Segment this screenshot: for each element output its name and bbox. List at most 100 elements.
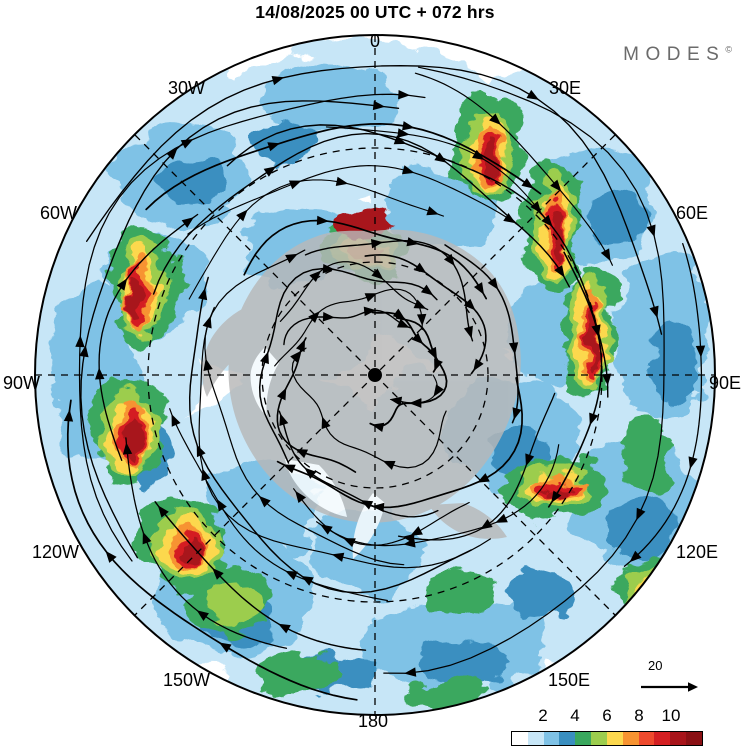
colorbar-swatch-10 xyxy=(670,732,687,745)
streamline-arrowhead xyxy=(392,308,406,320)
streamline-arrowhead xyxy=(410,526,423,536)
streamline-arrowhead xyxy=(295,448,309,459)
streamline-arrowhead xyxy=(521,178,534,189)
streamline xyxy=(371,311,438,373)
streamline-arrowhead xyxy=(157,505,169,518)
streamline-arrowhead xyxy=(487,277,499,290)
streamline-arrowhead xyxy=(203,358,213,371)
colorbar-tick-8: 8 xyxy=(634,706,644,725)
streamline xyxy=(364,254,487,375)
colorbar-swatch-3 xyxy=(559,732,576,745)
streamline-arrowhead xyxy=(236,209,248,222)
streamline-arrowhead xyxy=(171,414,181,427)
streamline-arrowhead xyxy=(495,513,508,523)
streamline-arrowhead xyxy=(489,113,501,125)
streamline-arrowhead xyxy=(401,165,415,175)
streamline xyxy=(169,408,388,602)
streamline xyxy=(80,100,400,559)
streamline-arrowhead xyxy=(202,315,212,329)
streamline-arrowhead xyxy=(288,180,302,190)
streamline-arrowhead xyxy=(463,325,473,339)
lon-label-0: 0 xyxy=(370,31,381,51)
streamline-arrowhead xyxy=(308,311,320,324)
colorbar-swatch-8 xyxy=(638,732,655,745)
streamline-arrowhead xyxy=(646,224,656,238)
streamline-arrowhead xyxy=(420,284,434,296)
streamline-arrowhead xyxy=(363,306,376,317)
streamline-arrowhead xyxy=(403,538,416,548)
streamline-arrowhead xyxy=(279,413,289,426)
streamline-arrowhead xyxy=(295,490,307,504)
streamline xyxy=(125,437,288,649)
lon-label-60W: 60W xyxy=(40,203,78,223)
reference-arrow-icon xyxy=(641,682,698,692)
colorbar-tick-4: 4 xyxy=(570,706,580,725)
modes-logo: MODES© xyxy=(623,44,732,66)
streamline xyxy=(188,276,472,594)
streamline-arrowhead xyxy=(396,318,410,328)
streamline xyxy=(154,501,367,651)
streamline xyxy=(283,309,412,346)
streamline xyxy=(278,410,439,518)
streamline-arrowhead xyxy=(530,201,542,214)
streamline-arrowhead xyxy=(75,335,85,348)
lon-label-120W: 120W xyxy=(32,542,80,562)
colorbar-swatch-1 xyxy=(527,732,544,745)
streamline-arrowhead xyxy=(196,610,209,621)
streamline-arrowhead xyxy=(309,270,322,283)
streamline-arrowhead xyxy=(398,89,411,100)
streamline-arrowhead xyxy=(372,100,386,111)
streamline-arrowhead xyxy=(166,147,178,160)
streamline xyxy=(444,244,519,424)
streamline-arrowhead xyxy=(416,313,427,326)
streamline xyxy=(304,239,474,342)
colorbar-tick-10: 10 xyxy=(661,706,681,725)
streamline xyxy=(274,288,423,367)
lon-label-120E: 120E xyxy=(676,542,719,562)
streamline-arrowhead xyxy=(434,358,443,372)
streamline-arrowhead xyxy=(541,214,553,227)
streamline-arrowhead xyxy=(122,442,133,455)
streamline-arrowhead xyxy=(263,166,277,177)
streamline-arrowhead xyxy=(589,412,599,426)
streamline-arrowhead xyxy=(554,265,565,278)
streamline xyxy=(369,317,448,427)
streamline-arrowhead xyxy=(411,332,424,345)
streamline-arrowhead xyxy=(402,121,415,131)
streamline-arrowhead xyxy=(473,282,485,295)
streamline-arrowhead xyxy=(688,456,698,470)
streamline xyxy=(276,377,523,509)
colorbar-swatch-4 xyxy=(575,732,592,745)
streamline xyxy=(258,267,438,464)
streamline xyxy=(86,65,663,335)
streamline-arrowhead xyxy=(477,473,490,483)
colorbar-swatch-6 xyxy=(606,732,623,745)
south-pole-marker xyxy=(368,368,382,382)
lon-label-30E: 30E xyxy=(549,78,582,98)
field-layer xyxy=(35,35,715,715)
streamline-arrowhead xyxy=(216,498,227,512)
lon-label-150E: 150E xyxy=(548,670,591,690)
streamline-arrowhead xyxy=(404,667,417,677)
polar-stereographic-map xyxy=(33,33,717,717)
streamline-arrowhead xyxy=(260,351,269,365)
colorbar-tick-2: 2 xyxy=(538,706,548,725)
streamline xyxy=(145,123,542,211)
streamline-arrowhead xyxy=(295,339,306,353)
streamline-arrowhead xyxy=(271,76,285,86)
streamline-arrowhead xyxy=(283,464,296,474)
vector-scale-value: 20 xyxy=(648,658,663,673)
streamline-arrowhead xyxy=(526,89,540,100)
streamline-arrowhead xyxy=(196,444,206,458)
streamline-arrowhead xyxy=(414,262,427,274)
streamline xyxy=(623,242,703,567)
streamline-arrowhead xyxy=(142,531,152,545)
streamline-arrowhead xyxy=(695,345,706,358)
streamline-arrowhead xyxy=(63,409,74,422)
streamline-arrowhead xyxy=(512,407,522,420)
streamline-arrowhead xyxy=(629,550,642,563)
streamline-arrowhead xyxy=(371,268,384,280)
streamline-arrowhead xyxy=(321,416,331,430)
modes-logo-text: MODES xyxy=(623,44,726,65)
colorbar-swatch-7 xyxy=(622,732,639,745)
